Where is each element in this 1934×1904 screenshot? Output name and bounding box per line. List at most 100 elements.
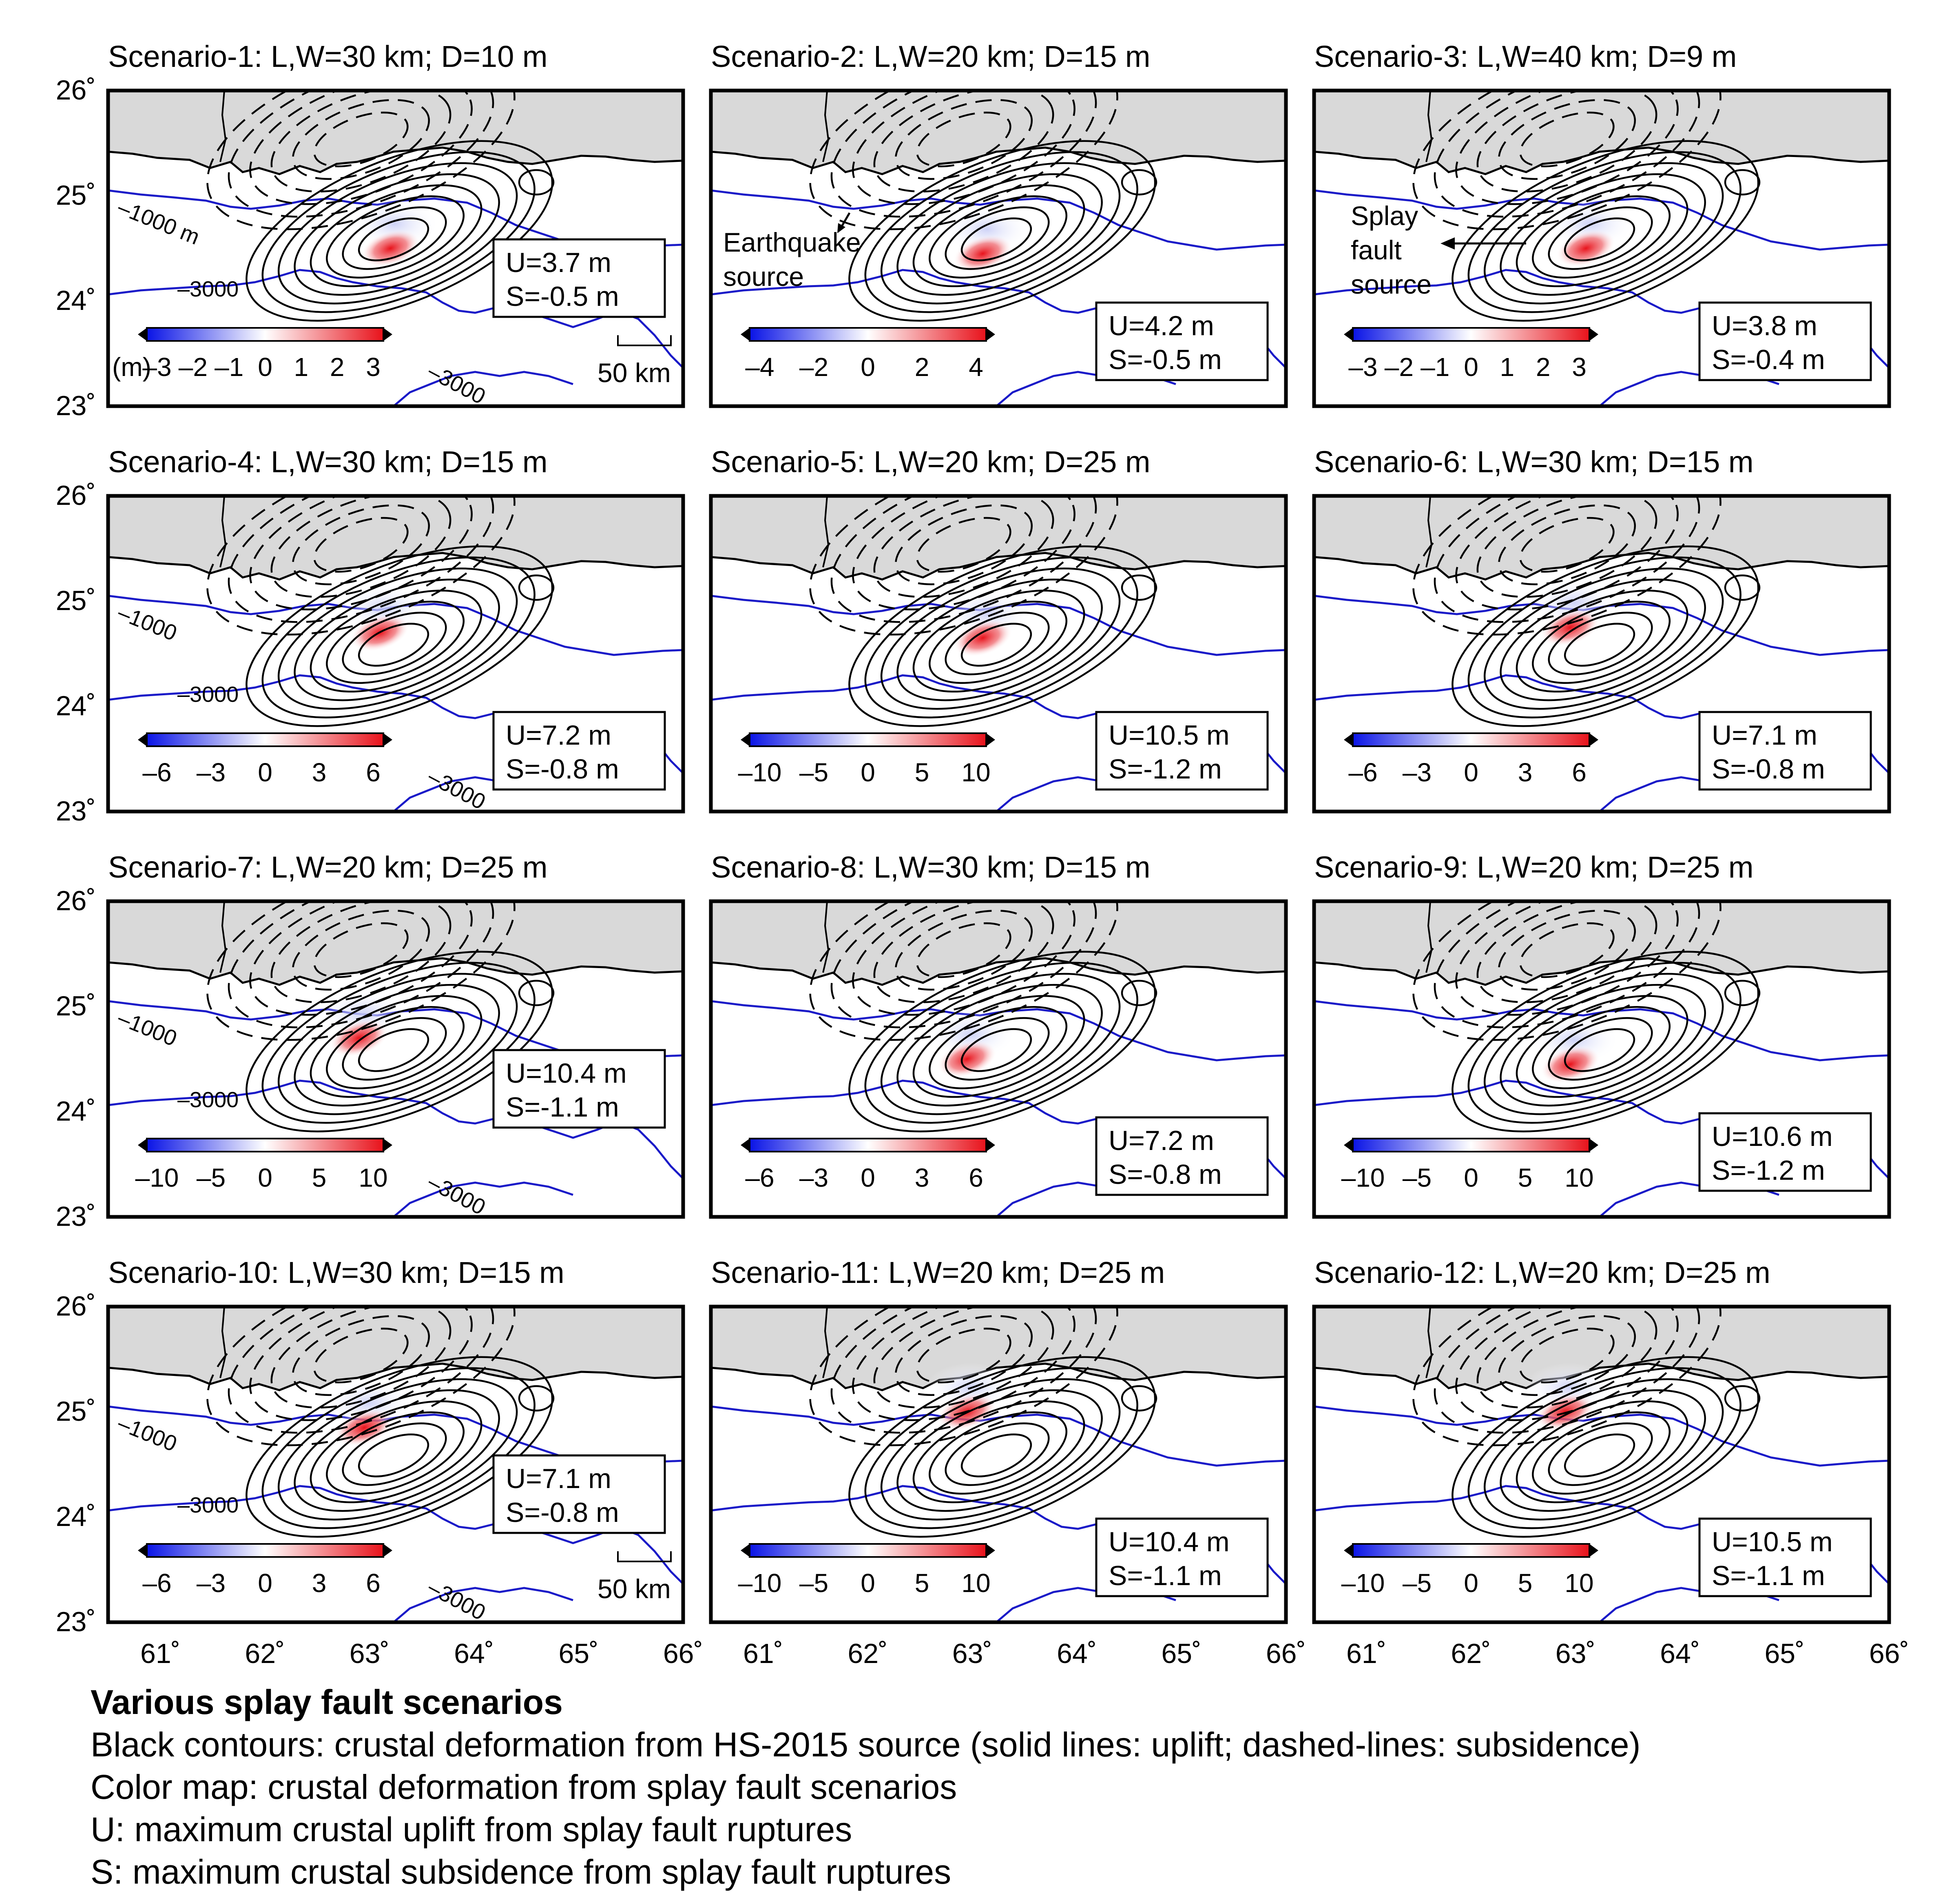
panel-title: Scenario-8: L,W=30 km; D=15 m [711,850,1151,884]
map-area: Splay fault source –3 –2 –1 0 1 2 3 U=3.8 mS=-0.4 … [1314,91,1889,406]
latitude-label: 25˚ [56,180,96,211]
uplift-patch [953,234,1013,273]
uplift-contour [1724,1385,1761,1412]
colorbar-right-arrow [383,328,392,341]
subsidence-contour [1519,1327,1615,1384]
colorbar: –10 –5 0 5 10 [738,1543,995,1598]
land-mass [108,901,683,986]
uplift-contour [960,623,1032,667]
subsidence-contour [1455,91,1679,205]
border-line [1425,91,1433,162]
uplift-contour [880,973,1121,1115]
uplift-contour [1724,980,1761,1006]
map-panel: Scenario-7: L,W=20 km; D=25 m–1000–3000–… [56,850,685,1232]
colorbar-tick-label: 0 [1464,1568,1478,1598]
colorbar-tick-label: –6 [142,758,171,787]
map-frame [106,494,685,814]
source-label: source [723,261,804,292]
uplift-contour [277,1378,518,1521]
uplift-contour [310,995,482,1098]
colorbar: –6 –3 0 3 6 [138,1543,392,1598]
colorbar-tick-label: 1 [1500,352,1515,382]
subsidence-contour [292,1315,430,1396]
uplift-contour [326,1006,465,1090]
panel-title: Scenario-12: L,W=20 km; D=25 m [1314,1256,1770,1289]
longitude-label: 61˚ [1346,1638,1386,1669]
colorbar-tick-label: –3 [197,758,226,787]
colorbar-tick-label: 6 [969,1163,983,1192]
uplift-contour [326,1411,465,1495]
subsidence-contour [1519,111,1615,168]
panel-title: Scenario-10: L,W=30 km; D=15 m [108,1256,564,1289]
summary-frame [492,1454,666,1534]
subsidence-contour [270,901,451,1003]
uplift-contour [1564,1433,1635,1477]
colorbar-tick-label: –2 [799,352,828,382]
map-frame [1312,88,1891,408]
colorbar-tick-label: 0 [861,758,875,787]
uplift-contour [1516,589,1688,693]
uplift-contour [960,217,1032,261]
uplift-contour [1483,162,1724,305]
max-uplift-value: U=10.4 m [1109,1526,1230,1557]
uplift-contour [261,1367,536,1529]
colorbar-gradient [749,1543,987,1558]
map-panel: Scenario-9: L,W=20 km; D=25 m –10 –5 0 5 10 U=… [1312,850,1891,1219]
subsidence-contour [1498,1315,1636,1396]
colorbar: –10 –5 0 5 10 [135,1138,392,1192]
map-area: –1000–3000–3000–6 –3 0 3 6U=7.2 mS=-0.8 m [108,496,683,812]
map-panel: Scenario-1: L,W=30 km; D=10 m–1000 m–300… [56,40,685,421]
border-line [219,901,227,973]
subsidence-contour [894,504,1033,586]
colorbar-tick-label: –5 [1403,1163,1432,1192]
map-panel: Scenario-3: L,W=40 km; D=9 m Splay fault so… [1312,40,1891,408]
uplift-contour [277,162,518,305]
uplift-contour [342,1017,447,1081]
uplift-contour [1564,1028,1635,1072]
uplift-contour [1121,980,1157,1006]
subsidence-contour [206,496,516,636]
uplift-contour [1121,1385,1157,1412]
subsidence-contour [270,496,451,598]
uplift-contour [1724,169,1761,196]
subsidence-contour [894,99,1033,180]
source-label: fault [1351,235,1402,265]
uplift-contour [1516,1400,1688,1504]
map-panel: Scenario-8: L,W=30 km; D=15 m –6 –3 0 3 6 U=7.… [709,850,1288,1219]
uplift-contour [929,1006,1068,1090]
colorbar-tick-label: –5 [799,758,828,787]
map-area: –10 –5 0 5 10 U=10.4 mS=-1.1 m [711,1307,1286,1622]
land-mass [108,496,683,581]
colorbar: –6 –3 0 3 6 [138,732,392,787]
colorbar-tick-label: 0 [1464,758,1478,787]
uplift-contour [277,567,518,710]
subsidence-contour [1412,1307,1722,1446]
max-subsidence-value: S=-0.8 m [1712,754,1825,785]
colorbar-tick-label: –5 [799,1568,828,1598]
colorbar-tick-label: –2 [1385,352,1414,382]
map-frame [106,88,685,408]
uplift-contour [912,589,1085,693]
subsidence-contour [873,1307,1054,1409]
map-frame [106,1305,685,1624]
bathymetry-contour [393,1181,573,1217]
subsidence-contour [916,517,1011,573]
uplift-contour [929,601,1068,684]
summary-frame [1698,1112,1872,1192]
colorbar-tick-label: 0 [1464,1163,1478,1192]
summary-frame [492,238,666,318]
colorbar-tick-label: 2 [330,352,345,382]
subsidence-contour [894,1315,1033,1396]
subsidence-contour [873,496,1054,598]
colorbar-tick-label: 6 [366,758,381,787]
uplift-summary-box: U=10.4 mS=-1.1 m [1095,1517,1269,1597]
uplift-contour [1532,1006,1671,1090]
longitude-label: 65˚ [1764,1638,1804,1669]
colorbar-tick-label: –5 [197,1163,226,1192]
subsidence-contour [873,91,1054,192]
longitude-label: 61˚ [743,1638,783,1669]
uplift-contour [880,1378,1121,1521]
border-line [822,496,830,568]
uplift-contour [518,169,555,196]
depth-label: –3000 [177,1088,239,1112]
